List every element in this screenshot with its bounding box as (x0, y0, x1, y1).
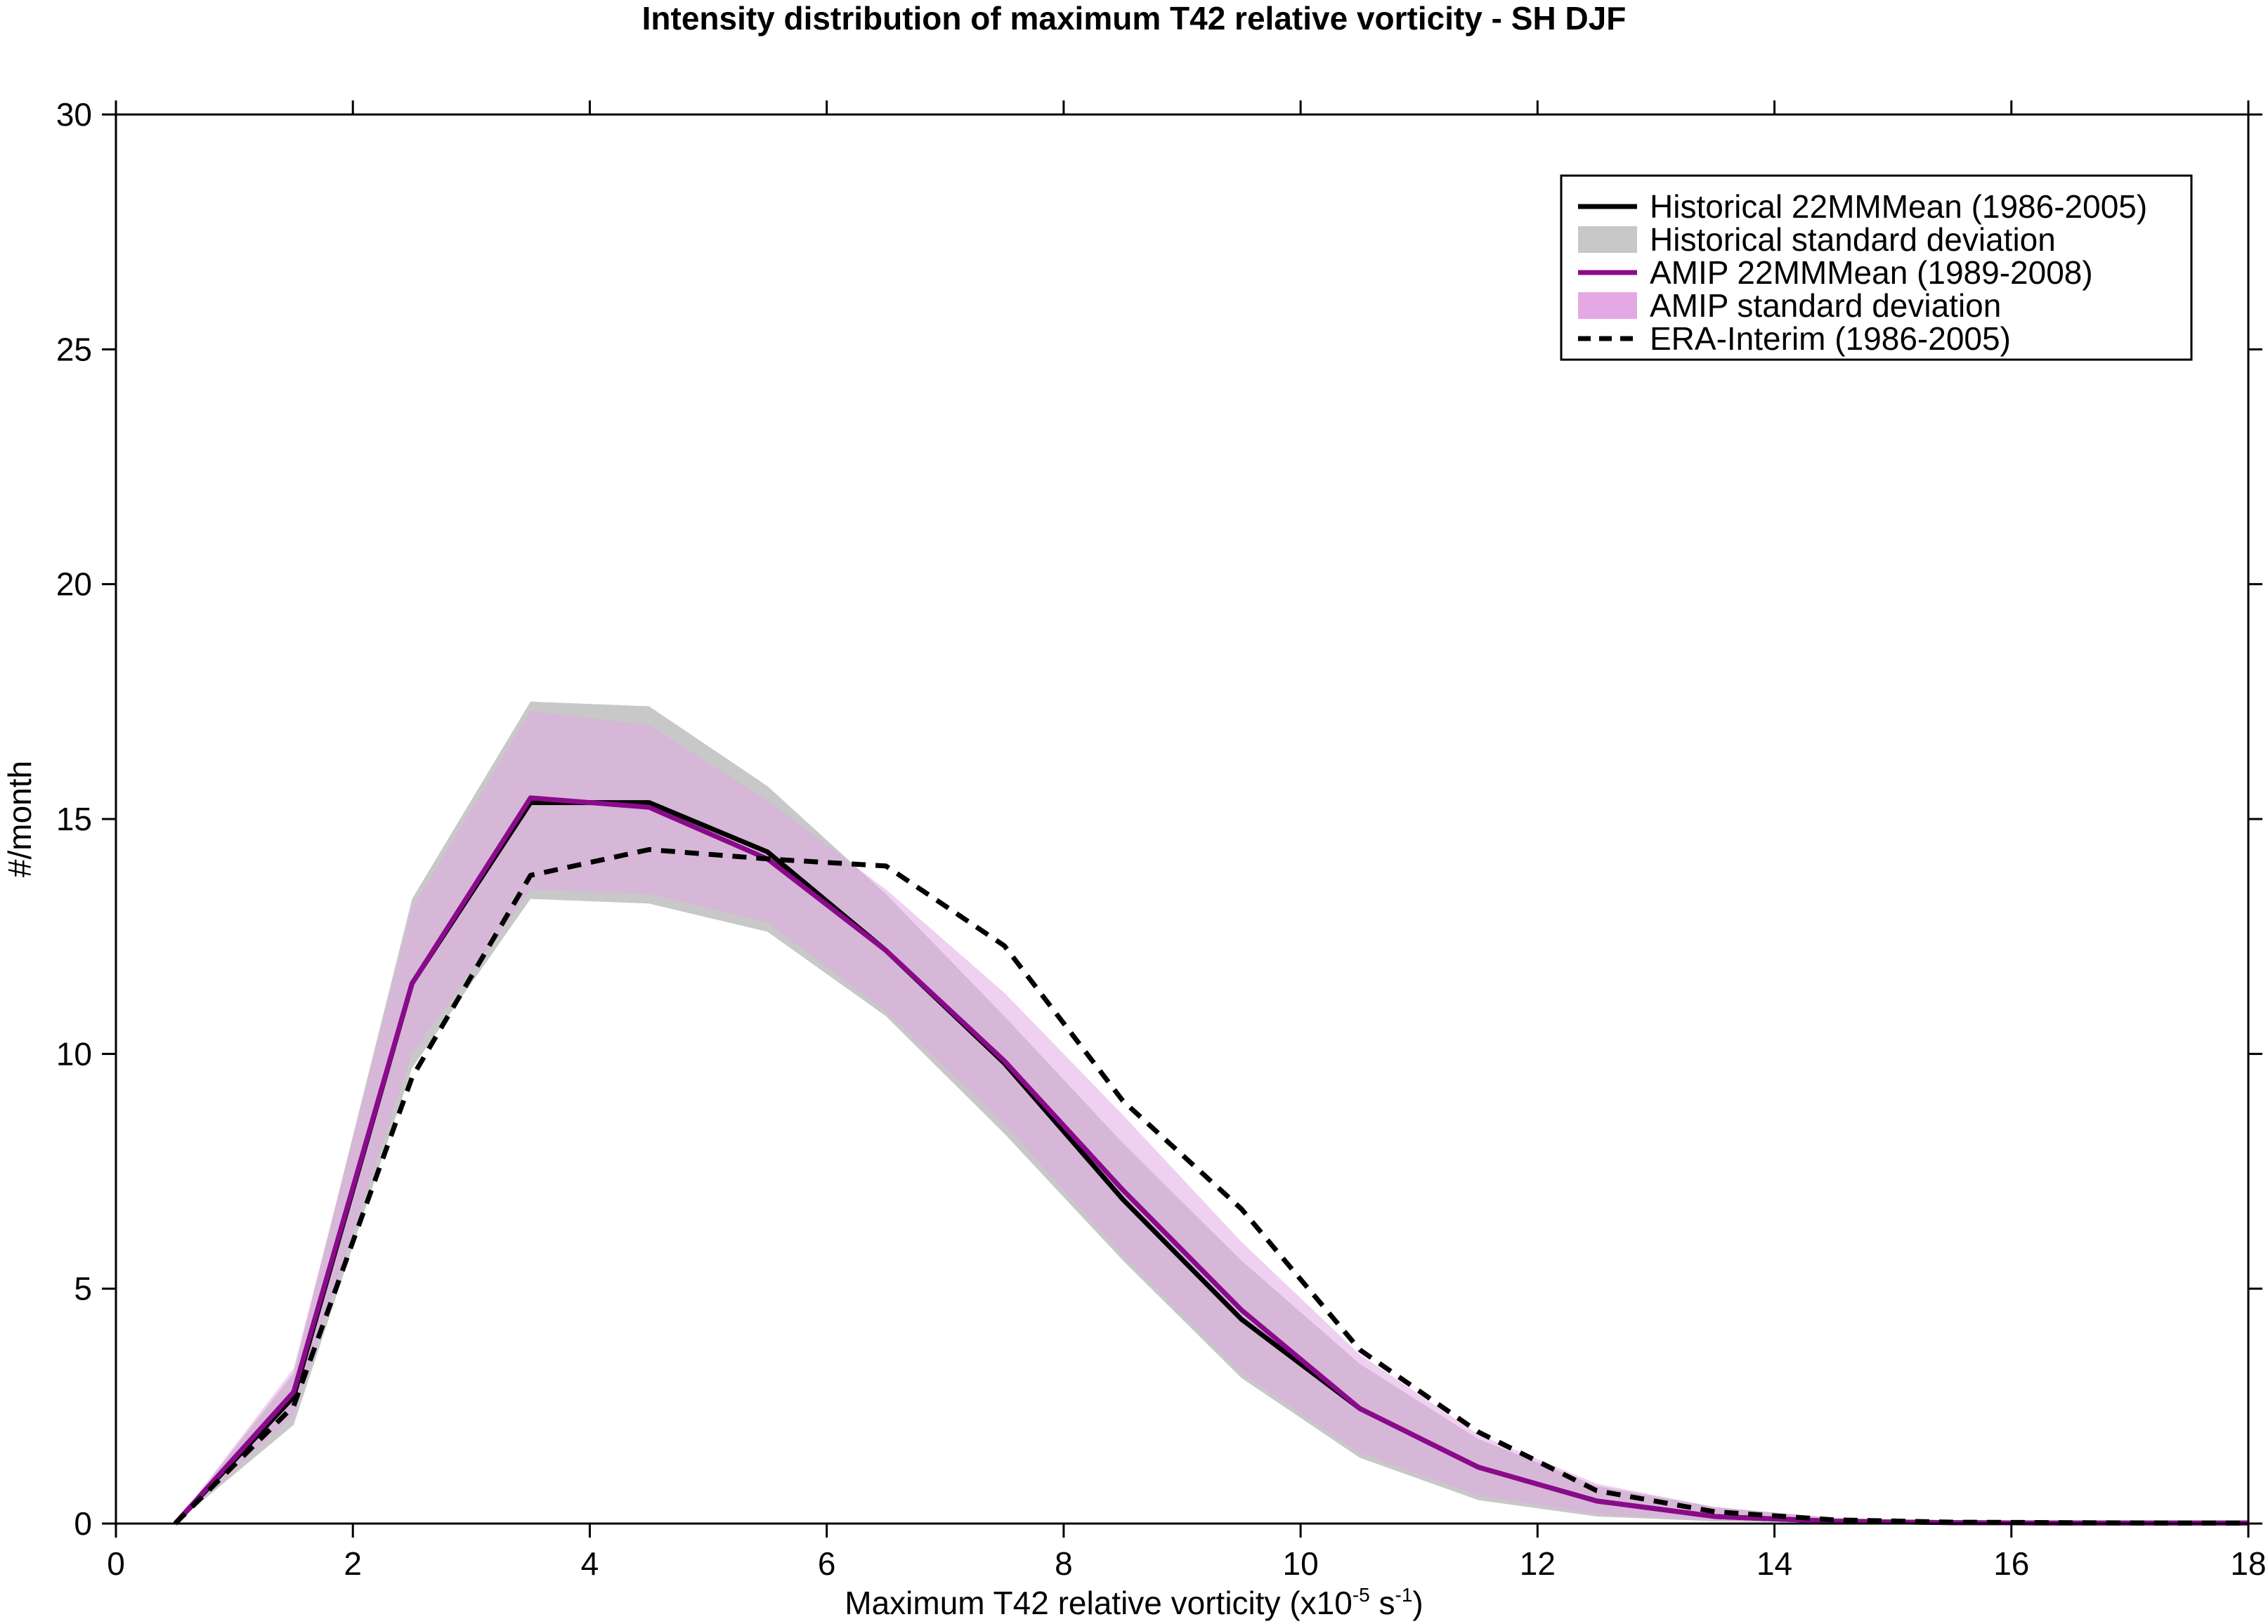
x-axis-label-mid: s (1370, 1585, 1395, 1621)
y-tick-label: 25 (56, 331, 92, 367)
y-tick-label: 5 (74, 1271, 92, 1307)
legend-label-historical-22mmmean-1986-2005: Historical 22MMMean (1986-2005) (1650, 188, 2147, 225)
x-tick-label: 10 (1283, 1545, 1319, 1582)
legend-label-era-interim-1986-2005: ERA-Interim (1986-2005) (1650, 320, 2011, 357)
legend-swatch-historical-standard-deviation (1578, 226, 1637, 253)
x-tick-label: 8 (1055, 1545, 1073, 1582)
band-amip-standard-deviation (175, 711, 2248, 1524)
x-tick-label: 12 (1520, 1545, 1556, 1582)
tick-labels: 0 2 4 6 8 10 12 14 16 18 0 5 10 15 20 25 30 (56, 96, 2267, 1582)
y-tick-label: 0 (74, 1505, 92, 1542)
legend-swatch-amip-standard-deviation (1578, 292, 1637, 319)
series-line-era-interim-1986-2005 (173, 847, 2248, 1526)
x-tick-label: 6 (818, 1545, 836, 1582)
legend-label-amip-standard-deviation: AMIP standard deviation (1650, 287, 2001, 324)
x-tick-label: 18 (2230, 1545, 2266, 1582)
x-tick-label: 0 (107, 1545, 125, 1582)
x-tick-label: 2 (344, 1545, 362, 1582)
band-historical-standard-deviation (175, 701, 2248, 1524)
x-axis-label-exp1: -5 (1353, 1584, 1370, 1606)
x-axis-label-exp2: -1 (1395, 1584, 1413, 1606)
chart-title: Intensity distribution of maximum T42 re… (642, 0, 1627, 37)
x-tick-label: 4 (581, 1545, 599, 1582)
legend-label-historical-standard-deviation: Historical standard deviation (1650, 221, 2056, 258)
legend-label-amip-22mmmean-1989-2008: AMIP 22MMMean (1989-2008) (1650, 254, 2093, 291)
x-axis-label-prefix: Maximum T42 relative vorticity (x10 (845, 1585, 1353, 1621)
y-axis-label: #/month (1, 761, 38, 877)
x-tick-label: 16 (1993, 1545, 2029, 1582)
y-tick-label: 30 (56, 96, 92, 133)
legend: Historical 22MMMean (1986-2005)Historica… (1560, 174, 2193, 361)
legend-box (1560, 174, 2193, 361)
x-axis-label: Maximum T42 relative vorticity (x10-5 s-… (845, 1584, 1423, 1621)
y-tick-label: 10 (56, 1035, 92, 1072)
y-tick-label: 15 (56, 801, 92, 837)
y-tick-label: 20 (56, 566, 92, 603)
x-tick-label: 14 (1757, 1545, 1792, 1582)
axis-ticks (102, 100, 2262, 1538)
x-axis-label-suffix: ) (1412, 1585, 1423, 1621)
std-bands (175, 701, 2248, 1524)
